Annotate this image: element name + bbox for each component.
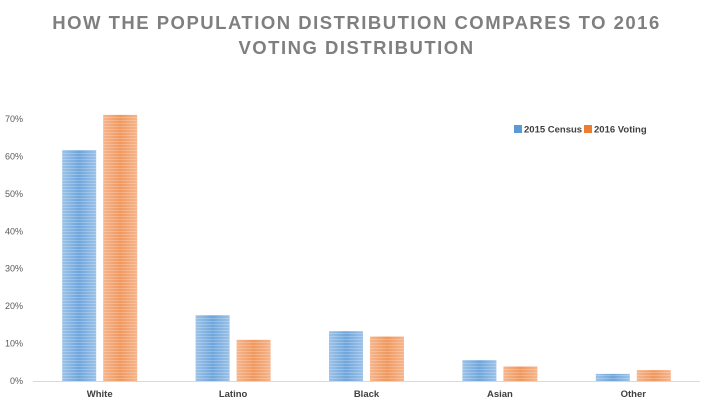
legend-swatch [514, 125, 522, 133]
bar-latino-voting [236, 339, 271, 381]
x-category-label: Black [354, 389, 380, 400]
bars-group [62, 114, 671, 381]
legend-swatch [584, 125, 592, 133]
bar-other-voting [636, 370, 671, 381]
bar-latino-census [195, 315, 230, 381]
y-tick-label: 50% [5, 189, 23, 199]
y-tick-label: 60% [5, 151, 23, 161]
y-tick-label: 10% [5, 339, 23, 349]
x-category-label: Latino [219, 389, 248, 400]
chart-title-line-1: HOW THE POPULATION DISTRIBUTION COMPARES… [52, 12, 661, 33]
bar-black-voting [370, 336, 404, 381]
x-axis: White Latino Black Asian Other [33, 381, 700, 400]
x-category-label: Asian [487, 389, 513, 400]
bar-white-voting [103, 114, 138, 381]
y-tick-label: 0% [10, 376, 23, 386]
y-tick-label: 30% [5, 264, 23, 274]
x-category-label: White [87, 389, 113, 400]
bar-black-census [329, 331, 363, 381]
y-tick-label: 70% [5, 114, 23, 124]
y-axis: 0% 10% 20% 30% 40% 50% 60% 70% [5, 114, 23, 386]
x-category-label: Other [621, 389, 647, 400]
bar-asian-census [462, 360, 497, 381]
bar-white-census [62, 150, 97, 381]
legend-label: 2016 Voting [594, 125, 647, 136]
y-tick-label: 40% [5, 226, 23, 236]
chart-title: HOW THE POPULATION DISTRIBUTION COMPARES… [0, 10, 713, 60]
legend: 2015 Census 2016 Voting [514, 125, 647, 136]
legend-label: 2015 Census [524, 125, 582, 136]
y-tick-label: 20% [5, 301, 23, 311]
bar-other-census [595, 373, 630, 381]
bar-asian-voting [503, 366, 538, 381]
chart-title-line-2: VOTING DISTRIBUTION [238, 37, 475, 58]
